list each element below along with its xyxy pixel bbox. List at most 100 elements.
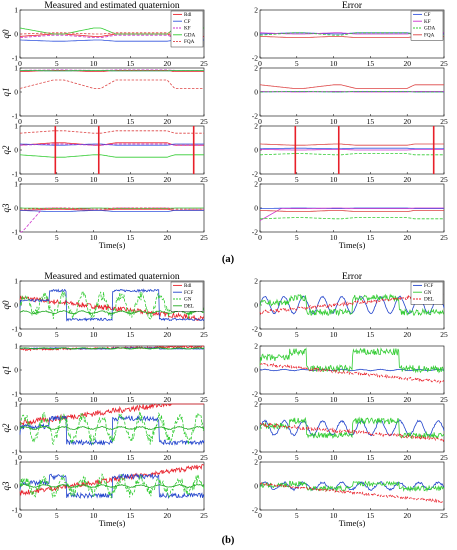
x-tick-label: 10 xyxy=(90,233,98,242)
legend-label: GDA xyxy=(184,32,195,38)
x-tick-label: 5 xyxy=(295,117,299,126)
x-tick-label: 0 xyxy=(258,175,262,184)
caption-a: (a) xyxy=(222,254,235,265)
x-tick-label: 5 xyxy=(295,175,299,184)
y-tick-label: -2 xyxy=(252,54,258,63)
y-axis-label: q3 xyxy=(1,203,11,213)
x-tick-label: 10 xyxy=(330,453,338,462)
x-tick-label: 0 xyxy=(258,511,262,520)
y-tick-label: 0 xyxy=(14,146,18,155)
legend-label: Rdl xyxy=(184,283,192,289)
x-tick-label: 15 xyxy=(367,453,375,462)
y-tick-label: 1 xyxy=(14,458,18,467)
x-axis-label: Time(s) xyxy=(99,518,126,528)
y-tick-label: 2 xyxy=(254,400,258,409)
x-tick-label: 5 xyxy=(295,395,299,404)
series-line-kf xyxy=(260,149,444,151)
y-tick-label: 2 xyxy=(254,64,258,73)
x-tick-label: 15 xyxy=(367,59,375,68)
y-tick-label: -2 xyxy=(252,325,258,334)
y-axis-label: q3 xyxy=(1,481,11,491)
x-tick-label: 20 xyxy=(403,117,411,126)
series-line-del xyxy=(260,422,445,443)
x-tick-label: 10 xyxy=(90,453,98,462)
y-tick-label: 0 xyxy=(14,366,18,375)
y-tick-label: -1 xyxy=(12,506,18,515)
x-tick-label: 15 xyxy=(367,511,375,520)
x-tick-label: 15 xyxy=(127,233,135,242)
y-axis-label: q2 xyxy=(1,423,11,433)
series-line-kf xyxy=(259,207,444,221)
x-tick-label: 20 xyxy=(163,175,171,184)
y-tick-label: -1 xyxy=(12,170,18,179)
y-tick-label: 1 xyxy=(14,400,18,409)
x-tick-label: 15 xyxy=(127,117,135,126)
x-tick-label: 20 xyxy=(403,330,411,339)
x-tick-label: 0 xyxy=(18,175,22,184)
series-line-kf xyxy=(20,143,204,146)
legend-box xyxy=(170,10,204,48)
legend-box xyxy=(410,10,444,41)
y-tick-label: 0 xyxy=(254,204,258,213)
y-tick-label: 0 xyxy=(14,301,18,310)
x-tick-label: 25 xyxy=(440,233,448,242)
y-tick-label: 0 xyxy=(254,366,258,375)
x-tick-label: 20 xyxy=(403,453,411,462)
y-tick-label: 2 xyxy=(254,342,258,351)
legend-label: FCF xyxy=(184,290,193,296)
x-tick-label: 25 xyxy=(200,59,208,68)
x-axis-label: Time(s) xyxy=(339,518,366,528)
y-tick-label: 0 xyxy=(254,424,258,433)
y-tick-label: 2 xyxy=(254,277,258,286)
x-tick-label: 20 xyxy=(163,453,171,462)
y-tick-label: 2 xyxy=(254,122,258,131)
x-tick-label: 0 xyxy=(258,330,262,339)
x-tick-label: 20 xyxy=(403,175,411,184)
series-line-gn xyxy=(19,410,205,446)
x-tick-label: 15 xyxy=(127,453,135,462)
x-tick-label: 5 xyxy=(295,233,299,242)
series-line-gn xyxy=(259,347,445,374)
series-line-fcf xyxy=(259,481,445,492)
y-tick-label: -1 xyxy=(12,112,18,121)
series-line-cf xyxy=(20,210,204,212)
legend-label: FQA xyxy=(184,39,195,45)
series-line-gn xyxy=(259,293,445,317)
x-tick-label: 5 xyxy=(55,395,59,404)
y-axis-label: q0 xyxy=(1,29,11,39)
x-tick-label: 20 xyxy=(163,233,171,242)
x-tick-label: 0 xyxy=(258,59,262,68)
x-tick-label: 5 xyxy=(295,330,299,339)
series-line-cf xyxy=(260,147,444,150)
chart-title: Measured and estimated quaternion xyxy=(44,272,180,282)
x-tick-label: 5 xyxy=(295,511,299,520)
series-line-del xyxy=(19,483,205,489)
legend-label: FQA xyxy=(424,32,435,38)
y-tick-label: 2 xyxy=(254,6,258,15)
x-tick-label: 15 xyxy=(367,175,375,184)
x-axis-label: Time(s) xyxy=(339,240,366,250)
x-tick-label: 10 xyxy=(90,175,98,184)
series-line-del xyxy=(20,425,204,431)
y-tick-label: -1 xyxy=(12,390,18,399)
x-tick-label: 15 xyxy=(127,330,135,339)
y-tick-label: 0 xyxy=(254,301,258,310)
x-tick-label: 20 xyxy=(403,395,411,404)
series-line-gn xyxy=(259,480,445,493)
y-tick-label: 0 xyxy=(254,30,258,39)
x-tick-label: 25 xyxy=(200,175,208,184)
series-line-del xyxy=(259,482,445,504)
y-tick-label: -1 xyxy=(12,54,18,63)
